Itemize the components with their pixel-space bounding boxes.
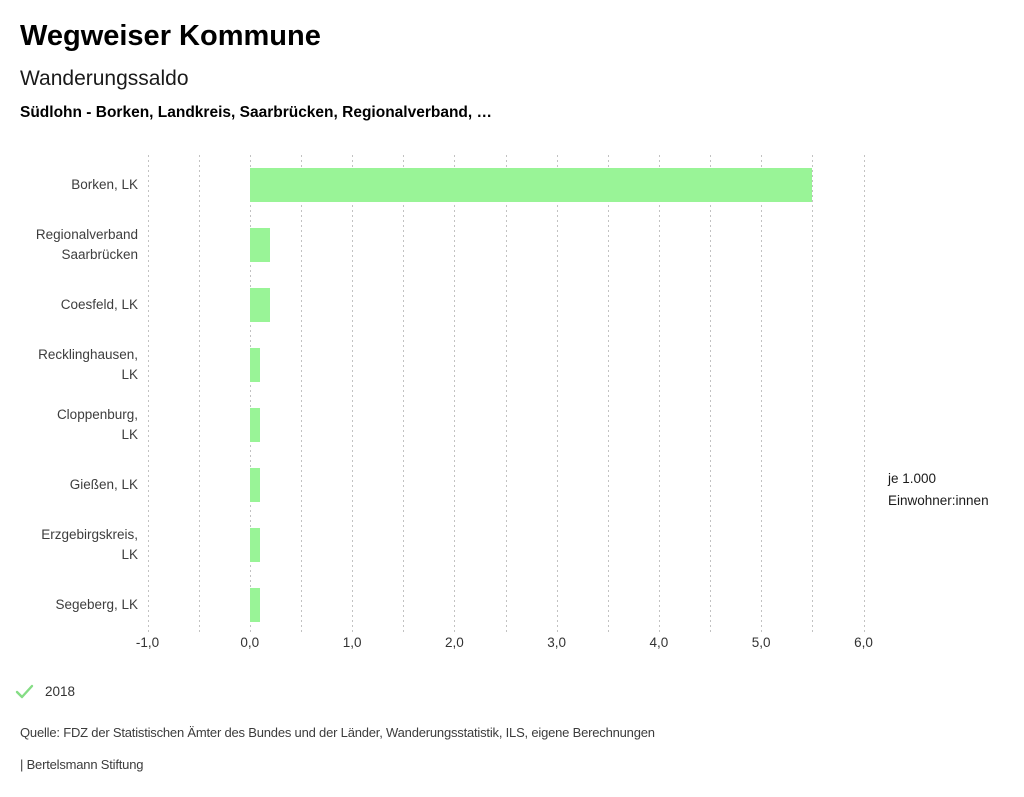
chart-subtitle: Südlohn - Borken, Landkreis, Saarbrücken…	[20, 104, 492, 121]
axis-unit-line-2: Einwohner:innen	[888, 492, 989, 508]
category-label: Recklinghausen, LK	[0, 335, 138, 395]
gridline	[249, 155, 251, 632]
gridline	[403, 155, 405, 632]
gridline	[710, 155, 712, 632]
category-label: Erzgebirgskreis, LK	[0, 515, 138, 575]
axis-unit-label: je 1.000 Einwohner:innen	[888, 468, 989, 511]
category-label: Coesfeld, LK	[0, 275, 138, 335]
gridline	[863, 155, 865, 632]
gridline	[352, 155, 354, 632]
bar[interactable]	[249, 408, 260, 442]
category-label: Borken, LK	[0, 155, 138, 215]
app-title: Wegweiser Kommune	[20, 20, 321, 52]
category-label-line: Gießen, LK	[69, 476, 138, 492]
legend-item-2018[interactable]: 2018	[15, 684, 75, 699]
bar[interactable]	[249, 228, 271, 262]
x-axis-tick-label: 0,0	[240, 635, 260, 650]
x-axis-tick-label: 4,0	[649, 635, 669, 650]
gridline	[812, 155, 814, 632]
gridline	[454, 155, 456, 632]
gridline	[198, 155, 200, 632]
category-label: Segeberg, LK	[0, 575, 138, 635]
axis-unit-line-1: je 1.000	[888, 471, 937, 486]
category-label-line: Erzgebirgskreis,	[41, 526, 138, 542]
branding-text: | Bertelsmann Stiftung	[20, 757, 144, 772]
bar[interactable]	[249, 168, 813, 202]
category-label-line: LK	[121, 367, 138, 382]
x-axis-tick-label: 2,0	[445, 635, 464, 650]
x-axis-tick-label: 1,0	[342, 635, 362, 650]
bar[interactable]	[249, 288, 271, 322]
category-label-line: Coesfeld, LK	[60, 296, 138, 312]
category-label-line: LK	[121, 427, 138, 442]
gridline	[505, 155, 507, 632]
bar[interactable]	[249, 468, 260, 502]
check-icon	[15, 684, 34, 699]
gridline	[147, 155, 149, 632]
bar[interactable]	[249, 588, 260, 622]
category-label-line: Regionalverband	[35, 226, 138, 242]
gridline	[556, 155, 558, 632]
category-label-line: LK	[121, 547, 138, 562]
x-axis-tick-label: -1,0	[135, 635, 160, 650]
category-label-line: Saarbrücken	[61, 247, 138, 262]
bar-chart: Borken, LK Regionalverband Saarbrücken Coes…	[0, 155, 1024, 675]
category-label: Gießen, LK	[0, 455, 138, 515]
category-label-line: Segeberg, LK	[55, 596, 138, 612]
gridline	[761, 155, 763, 632]
legend-year-label: 2018	[45, 684, 76, 699]
x-axis-tick-label: 3,0	[547, 635, 566, 650]
category-label: Regionalverband Saarbrücken	[0, 215, 138, 275]
gridline	[658, 155, 660, 632]
chart-title: Wanderungssaldo	[20, 67, 189, 90]
x-axis-tick-label: 5,0	[751, 635, 771, 650]
source-text: Quelle: FDZ der Statistischen Ämter des …	[20, 725, 655, 740]
bar[interactable]	[249, 348, 260, 382]
category-label-line: Cloppenburg,	[56, 406, 138, 422]
x-axis-tick-label: 6,0	[854, 635, 873, 650]
gridline	[300, 155, 302, 632]
bar[interactable]	[249, 528, 260, 562]
category-label-line: Recklinghausen,	[38, 346, 138, 362]
gridline	[607, 155, 609, 632]
category-label-line: Borken, LK	[71, 176, 138, 192]
category-label: Cloppenburg, LK	[0, 395, 138, 455]
